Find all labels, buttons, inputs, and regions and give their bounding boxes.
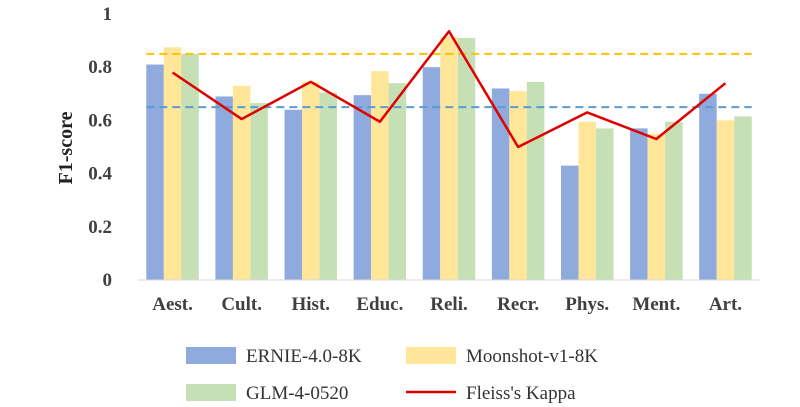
y-tick-label: 0.6 <box>88 110 112 131</box>
bar <box>716 120 735 281</box>
bar <box>457 37 476 280</box>
category-label: Recr. <box>497 294 539 315</box>
legend-swatch <box>406 347 456 364</box>
bars <box>146 36 752 281</box>
bar <box>560 165 579 280</box>
bar <box>665 121 683 280</box>
bar <box>163 47 182 280</box>
category-label: Reli. <box>430 294 467 315</box>
legend-label: Fleiss's Kappa <box>466 383 576 404</box>
bar <box>319 92 338 280</box>
y-ticks: 0 0.2 0.4 0.6 0.8 1 <box>88 4 112 291</box>
category-label: Aest. <box>152 294 193 315</box>
category-labels: Aest. Cult. Hist. Educ. Reli. Recr. Phys. Ment.… <box>152 294 742 315</box>
bar <box>181 53 199 281</box>
category-label: Educ. <box>356 294 403 315</box>
bar <box>526 81 545 280</box>
kappa-line-layer <box>171 30 727 149</box>
legend-label: ERNIE-4.0-8K <box>246 346 362 367</box>
bar <box>388 83 407 280</box>
y-axis-label: F1-score <box>55 111 77 184</box>
category-label: Phys. <box>565 294 609 315</box>
bar <box>302 81 320 280</box>
category-label: Ment. <box>632 294 680 315</box>
y-tick-label: 0.8 <box>88 57 112 78</box>
bar <box>647 133 666 280</box>
legend: ERNIE-4.0-8K Moonshot-v1-8K GLM-4-0520 Flei… <box>186 346 598 404</box>
bar <box>509 91 527 280</box>
bar <box>734 116 752 280</box>
y-tick-label: 0.2 <box>88 217 112 238</box>
bar <box>440 36 458 280</box>
bar <box>353 95 372 280</box>
y-tick-label: 0 <box>103 270 113 291</box>
y-tick-label: 1 <box>103 4 113 25</box>
y-tick-label: 0.4 <box>88 164 112 185</box>
bar <box>232 85 251 280</box>
bar <box>250 103 268 280</box>
bar <box>578 121 596 280</box>
reference-lines <box>146 52 752 109</box>
bar <box>371 71 389 280</box>
bar <box>284 109 303 280</box>
bar <box>630 128 648 280</box>
category-label: Cult. <box>221 294 262 315</box>
bar <box>699 93 717 280</box>
legend-swatch <box>186 384 236 401</box>
legend-swatch <box>186 347 236 364</box>
kappa-line <box>171 30 727 149</box>
category-label: Hist. <box>292 294 331 315</box>
bar <box>146 64 164 280</box>
legend-label: Moonshot-v1-8K <box>466 346 598 367</box>
bar <box>215 96 233 281</box>
bar <box>422 67 441 280</box>
bar <box>595 128 614 280</box>
category-label: Art. <box>709 294 742 315</box>
bar <box>491 88 510 280</box>
legend-label: GLM-4-0520 <box>246 383 348 404</box>
